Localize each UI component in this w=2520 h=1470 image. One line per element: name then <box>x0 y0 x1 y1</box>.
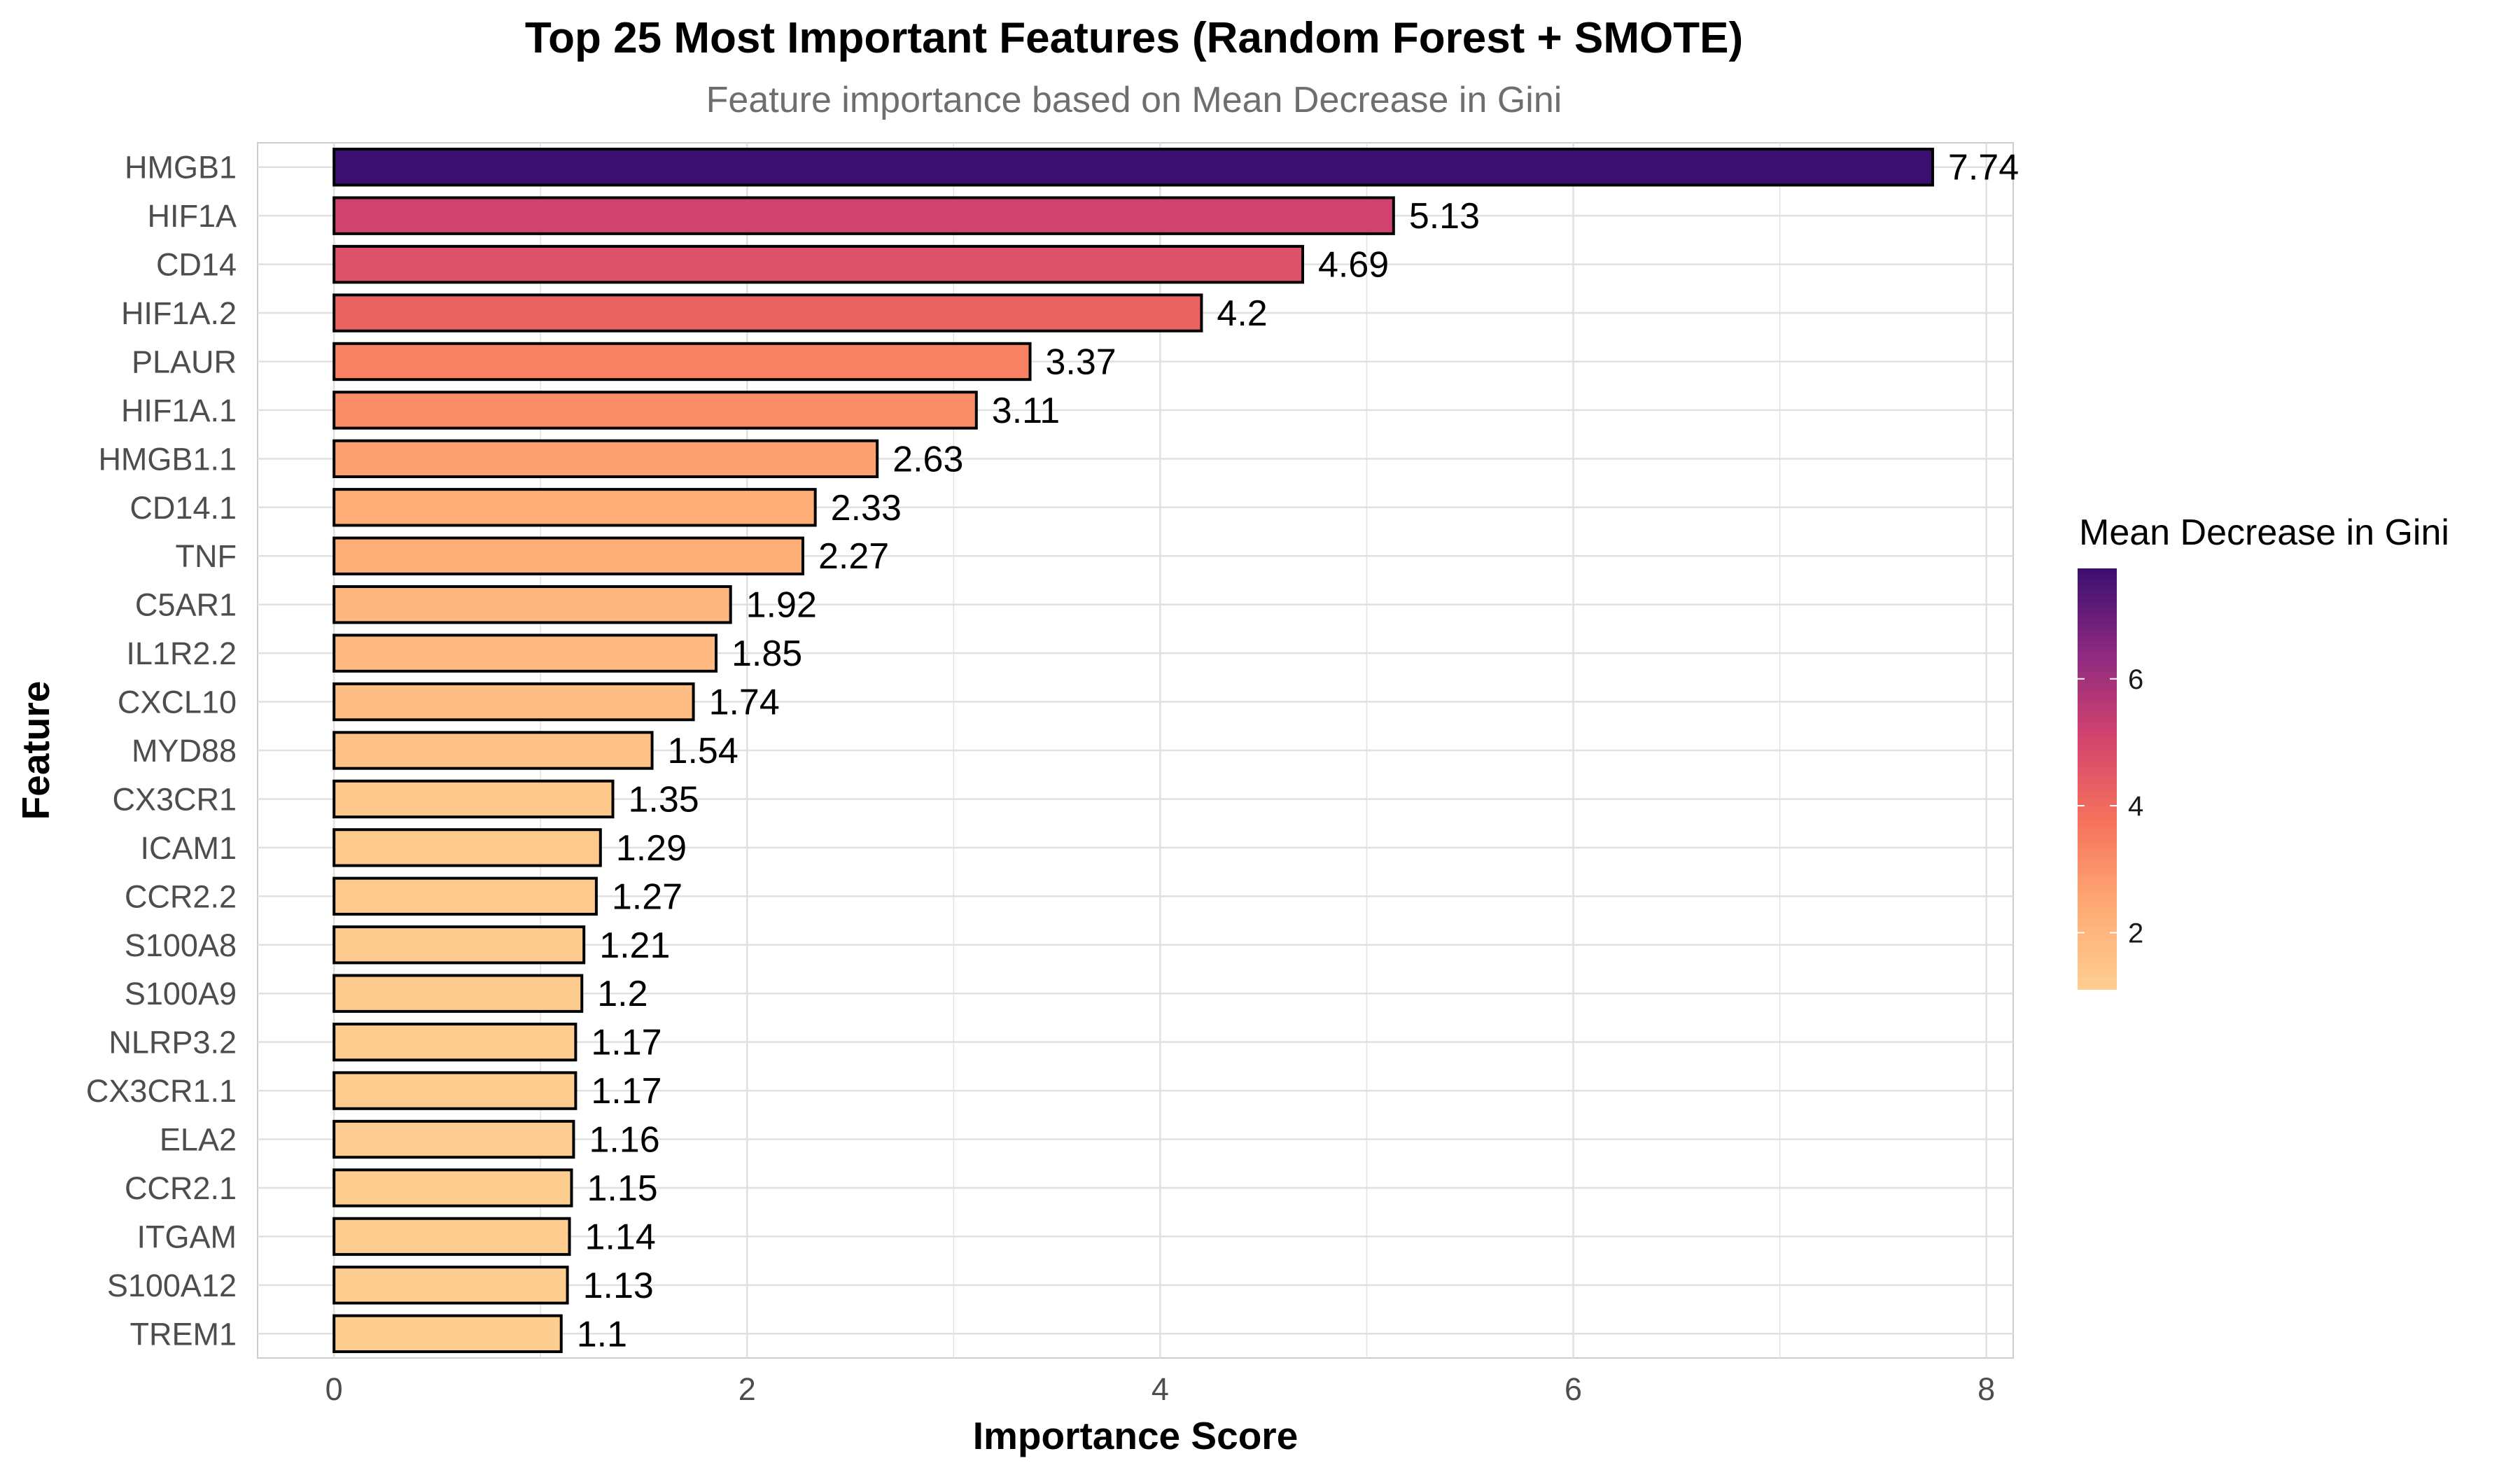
legend-title: Mean Decrease in Gini <box>2079 512 2449 553</box>
x-tick-label: 8 <box>1977 1371 1995 1407</box>
bar-s100a8 <box>332 925 586 965</box>
data-label: 7.74 <box>1948 148 2019 188</box>
data-label: 1.1 <box>577 1314 627 1354</box>
bar-hmgb1 <box>332 148 1934 187</box>
y-tick-label: CD14 <box>156 247 237 283</box>
legend-ticks: 2 4 6 <box>2078 664 2143 948</box>
data-label: 3.11 <box>992 391 1060 431</box>
y-axis-title: Feature <box>14 681 57 820</box>
bar-s100a9 <box>332 974 584 1013</box>
x-tick-label: 4 <box>1152 1371 1169 1407</box>
y-tick-label: CCR2.1 <box>125 1170 237 1206</box>
bar-hif1a-1 <box>332 391 978 430</box>
data-label: 2.27 <box>818 536 889 577</box>
y-tick-label: ICAM1 <box>140 830 237 866</box>
y-tick-label: S100A8 <box>125 927 237 963</box>
data-label: 1.54 <box>668 731 738 771</box>
y-tick-label: PLAUR <box>132 344 237 379</box>
bar-hmgb1-1 <box>332 439 879 479</box>
data-label: 2.33 <box>831 488 902 528</box>
y-tick-label: NLRP3.2 <box>108 1025 237 1060</box>
y-tick-label: HIF1A <box>147 198 237 234</box>
bar-myd88 <box>332 731 654 770</box>
data-label: 1.13 <box>583 1266 654 1306</box>
y-tick-label: ELA2 <box>160 1122 237 1158</box>
x-tick-label: 0 <box>326 1371 343 1407</box>
legend-tick-label: 4 <box>2128 791 2143 822</box>
bar-c5ar1 <box>332 584 732 624</box>
data-label: 2.63 <box>892 439 963 479</box>
data-label: 1.15 <box>587 1168 657 1209</box>
chart-subtitle: Feature importance based on Mean Decreas… <box>706 80 1562 120</box>
data-label: 4.2 <box>1217 293 1267 334</box>
y-tick-label: MYD88 <box>132 733 237 769</box>
bar-ccr2-2 <box>332 876 598 916</box>
y-tick-label: CCR2.2 <box>125 878 237 914</box>
x-tick-label: 6 <box>1564 1371 1582 1407</box>
y-tick-label: TREM1 <box>130 1316 237 1352</box>
y-tick-label: IL1R2.2 <box>126 636 237 671</box>
bar-cx3cr1 <box>332 779 615 819</box>
y-tick-label: CX3CR1 <box>112 781 237 817</box>
bar-cd14-1 <box>332 488 817 527</box>
bar-cd14 <box>332 244 1304 284</box>
y-tick-label: C5AR1 <box>135 587 237 623</box>
bar-cxcl10 <box>332 682 695 722</box>
data-label: 1.17 <box>591 1023 662 1063</box>
legend-colorbar <box>2078 568 2117 990</box>
y-tick-label: HIF1A.2 <box>121 295 237 331</box>
legend: Mean Decrease in Gini 2 4 6 <box>2078 512 2449 990</box>
y-tick-label: HMGB1.1 <box>98 441 237 477</box>
data-label: 3.37 <box>1046 342 1116 382</box>
data-label: 1.14 <box>585 1217 656 1257</box>
data-label: 1.21 <box>599 925 670 966</box>
data-label: 1.29 <box>616 828 687 869</box>
legend-tick-label: 2 <box>2128 918 2143 948</box>
chart-title: Top 25 Most Important Features (Random F… <box>525 14 1743 62</box>
bar-ccr2-1 <box>332 1168 573 1208</box>
y-tick-label: S100A12 <box>107 1268 237 1303</box>
y-tick-label: CX3CR1.1 <box>86 1073 237 1109</box>
y-tick-label: S100A9 <box>125 976 237 1011</box>
y-tick-label: ITGAM <box>137 1219 237 1254</box>
x-tick-label: 2 <box>738 1371 756 1407</box>
bars <box>332 148 1934 1353</box>
bar-plaur <box>332 342 1032 382</box>
y-tick-label: HMGB1 <box>125 150 237 186</box>
bar-hif1a-2 <box>332 293 1203 332</box>
bar-nlrp3-2 <box>332 1022 578 1062</box>
legend-tick-label: 6 <box>2128 664 2143 695</box>
bar-ela2 <box>332 1119 575 1159</box>
bar-il1r2-2 <box>332 634 718 673</box>
bar-trem1 <box>332 1314 563 1353</box>
data-label: 1.35 <box>629 779 699 820</box>
data-labels: 7.74 5.13 4.69 4.2 3.37 3.11 2.63 2.33 2.271.92 1… <box>577 148 2019 1355</box>
data-label: 1.27 <box>612 876 682 917</box>
data-label: 1.74 <box>709 682 780 723</box>
data-label: 1.92 <box>746 585 817 626</box>
bar-itgam <box>332 1217 571 1256</box>
data-label: 1.17 <box>591 1071 662 1112</box>
x-tick-labels: 0 2 4 6 8 <box>326 1371 1996 1407</box>
data-label: 5.13 <box>1409 196 1480 237</box>
bar-tnf <box>332 536 804 575</box>
data-label: 4.69 <box>1318 245 1389 286</box>
y-tick-labels: HMGB1 HIF1A CD14 HIF1A.2 PLAUR HIF1A.1 HMGB1.1… <box>86 150 237 1352</box>
x-axis-title: Importance Score <box>973 1414 1298 1457</box>
bar-s100a12 <box>332 1266 569 1305</box>
y-tick-label: TNF <box>176 538 237 574</box>
data-label: 1.85 <box>732 634 802 674</box>
y-tick-label: CD14.1 <box>130 490 237 526</box>
bar-hif1a <box>332 196 1395 235</box>
bar-icam1 <box>332 828 602 867</box>
y-tick-label: CXCL10 <box>118 685 237 720</box>
data-label: 1.16 <box>589 1120 659 1161</box>
data-label: 1.2 <box>597 974 648 1014</box>
y-tick-label: HIF1A.1 <box>121 393 237 428</box>
bar-cx3cr1-1 <box>332 1071 578 1110</box>
